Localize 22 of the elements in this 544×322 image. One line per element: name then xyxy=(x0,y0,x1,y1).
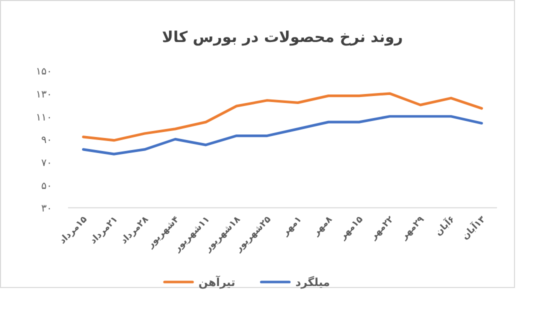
y-tick-label: ۵۰ xyxy=(41,180,52,192)
x-tick-label: ۱۵مهر xyxy=(338,214,366,242)
y-tick-label: ۱۳۰ xyxy=(36,90,52,101)
x-tick-label: ۱۵مرداد xyxy=(58,214,90,246)
x-tick-label: ۲۱مرداد xyxy=(88,214,120,246)
x-tick-label: ۲۹مهر xyxy=(398,214,427,242)
legend-label: تیرآهن xyxy=(198,275,236,289)
chart-title: روند نرخ محصولات در بورس کالا xyxy=(162,28,403,46)
x-tick-label: ۶آبان xyxy=(432,213,458,238)
y-tick-label: ۳۰ xyxy=(41,204,52,215)
y-tick-label: ۷۰ xyxy=(41,158,52,170)
line-series xyxy=(82,115,483,156)
x-tick-label: ۱۳آبان xyxy=(459,212,488,242)
y-tick-label: ۱۵۰ xyxy=(36,66,52,78)
x-tick-label: ۲۲مهر xyxy=(368,214,396,242)
x-tick-label: ۸مهر xyxy=(310,214,335,239)
line-series xyxy=(82,92,483,142)
y-tick-label: ۹۰ xyxy=(41,135,52,146)
y-tick-label: ۱۱۰ xyxy=(36,112,52,124)
x-tick-label: ۲۸مرداد xyxy=(119,214,152,246)
legend-label: میلگرد xyxy=(295,276,330,289)
x-tick-label: ۱مهر xyxy=(280,214,304,239)
